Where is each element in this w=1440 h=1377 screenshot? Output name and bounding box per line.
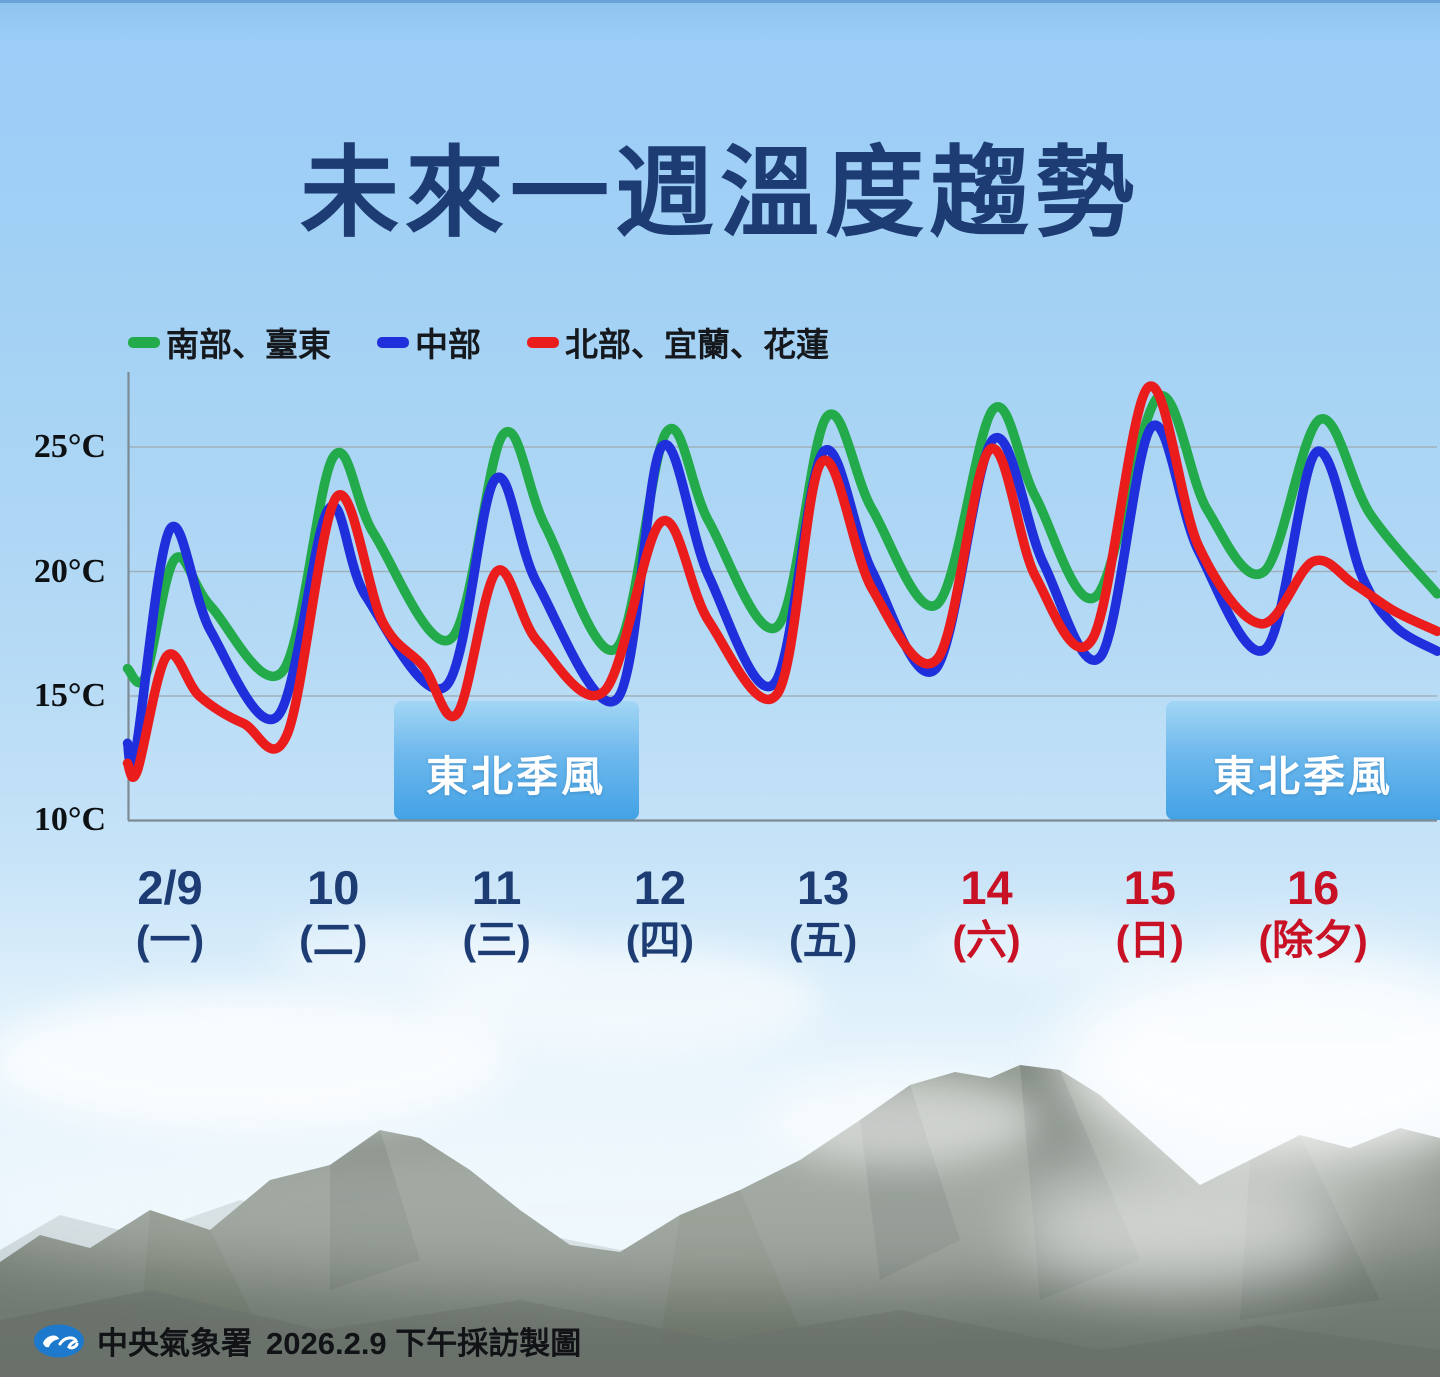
weekday-label: (四) <box>625 917 695 963</box>
cwa-logo-icon <box>34 1324 84 1357</box>
foreground-slope <box>0 1290 1440 1377</box>
date-number: 15 <box>1123 861 1176 914</box>
y-tick-25: 25°C <box>33 428 106 465</box>
cloud <box>930 920 1170 980</box>
weekday-label: (除夕) <box>1258 917 1368 963</box>
cloud <box>270 920 570 990</box>
date-number: 14 <box>960 861 1013 914</box>
cloud <box>1060 950 1440 1170</box>
legend-item-north: 北部、宜蘭、花蓮 <box>527 318 829 366</box>
date-label-2-9: 2/9 (一) <box>80 862 260 966</box>
agency-name: 中央氣象署 <box>97 1326 252 1361</box>
northeast-monsoon-band: 東北季風 <box>393 701 639 820</box>
legend-item-south: 南部、臺東 <box>128 318 331 366</box>
date-label-13: 13 (五) <box>733 862 913 966</box>
red-line-swatch <box>527 336 559 348</box>
weekday-label: (二) <box>299 917 368 963</box>
date-label-12: 12 (四) <box>570 862 750 966</box>
date-label-16: 16 (除夕) <box>1223 862 1403 966</box>
weekday-label: (六) <box>952 917 1021 963</box>
date-number: 16 <box>1286 861 1340 914</box>
haze <box>0 1130 1440 1290</box>
footer: 中央氣象署 2026.2.9 下午採訪製圖 <box>33 1318 581 1363</box>
legend-label: 南部、臺東 <box>166 326 331 363</box>
y-tick-20: 20°C <box>33 553 106 590</box>
weekday-label: (日) <box>1115 917 1184 963</box>
date-number: 11 <box>471 861 522 914</box>
y-tick-10: 10°C <box>33 801 106 838</box>
cloud <box>0 990 510 1130</box>
northeast-monsoon-band: 東北季風 <box>1166 701 1440 820</box>
date-label-11: 11 (三) <box>407 862 587 966</box>
date-number: 13 <box>797 861 850 914</box>
weekday-label: (一) <box>135 917 205 963</box>
legend-label: 北部、宜蘭、花蓮 <box>565 326 829 363</box>
x-axis-dates: 2/9 (一) 10 (二) 11 (三) 12 (四) 13 (五) 14 (六) 15 (日) 16 (除… <box>0 862 1440 992</box>
date-number: 10 <box>307 861 360 914</box>
blue-line-swatch <box>377 336 409 348</box>
footer-text: 中央氣象署 2026.2.9 下午採訪製圖 <box>97 1318 581 1363</box>
date-number: 12 <box>633 861 687 914</box>
legend-item-central: 中部 <box>377 318 481 366</box>
date-label-14: 14 (六) <box>897 862 1077 966</box>
date-number: 2/9 <box>137 861 203 914</box>
date-label-15: 15 (日) <box>1060 862 1240 966</box>
date-label-10: 10 (二) <box>243 862 423 966</box>
legend-label: 中部 <box>415 326 481 363</box>
chart-legend: 南部、臺東 中部 北部、宜蘭、花蓮 <box>128 318 829 366</box>
y-tick-15: 15°C <box>33 677 106 714</box>
green-line-swatch <box>128 336 160 348</box>
footer-note: 2026.2.9 下午採訪製圖 <box>266 1326 582 1361</box>
weekday-label: (五) <box>789 917 858 963</box>
weekday-label: (三) <box>462 917 531 963</box>
page-title: 未來一週溫度趨勢 <box>300 137 1140 248</box>
northeast-monsoon-label: 東北季風 <box>1213 753 1394 800</box>
northeast-monsoon-label: 東北季風 <box>426 753 607 800</box>
